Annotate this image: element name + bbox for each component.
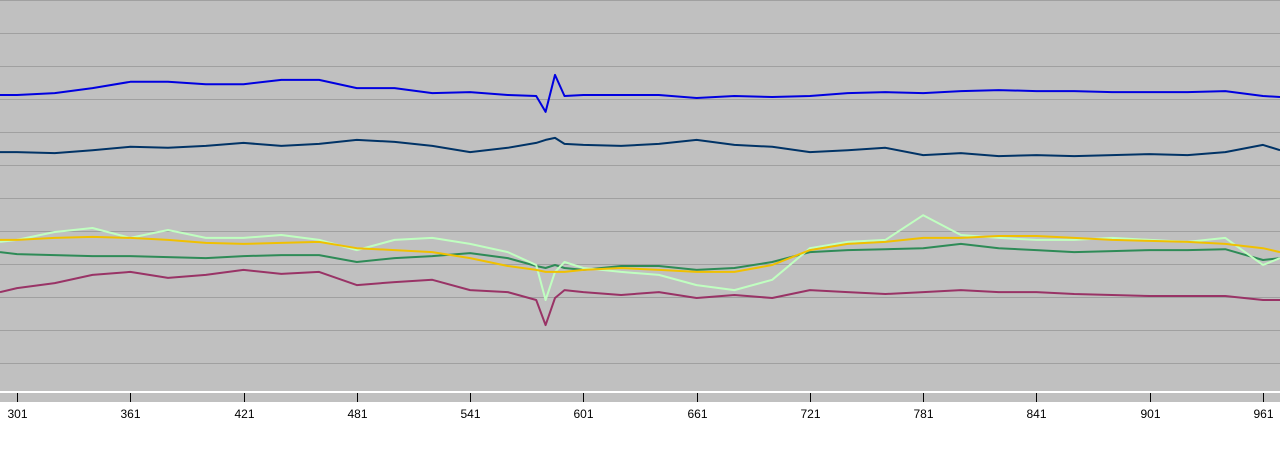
- x-tick-label: 661: [687, 407, 707, 421]
- data-line: [0, 235, 1280, 273]
- x-tick-label: 961: [1253, 407, 1273, 421]
- data-line: [0, 268, 1280, 327]
- data-line: [0, 73, 1280, 113]
- data-line: [0, 214, 1280, 301]
- x-tick-label: 361: [120, 407, 140, 421]
- data-line: [0, 136, 1280, 158]
- x-tick-label: 301: [7, 407, 27, 421]
- x-tick-label: 541: [460, 407, 480, 421]
- x-tick-label: 481: [347, 407, 367, 421]
- x-tick-label: 781: [913, 407, 933, 421]
- x-tick-label: 421: [234, 407, 254, 421]
- x-tick-label: 841: [1026, 407, 1046, 421]
- x-tick-label: 601: [573, 407, 593, 421]
- x-tick-label: 901: [1140, 407, 1160, 421]
- axis-strip: [0, 391, 1280, 402]
- x-tick-label: 721: [800, 407, 820, 421]
